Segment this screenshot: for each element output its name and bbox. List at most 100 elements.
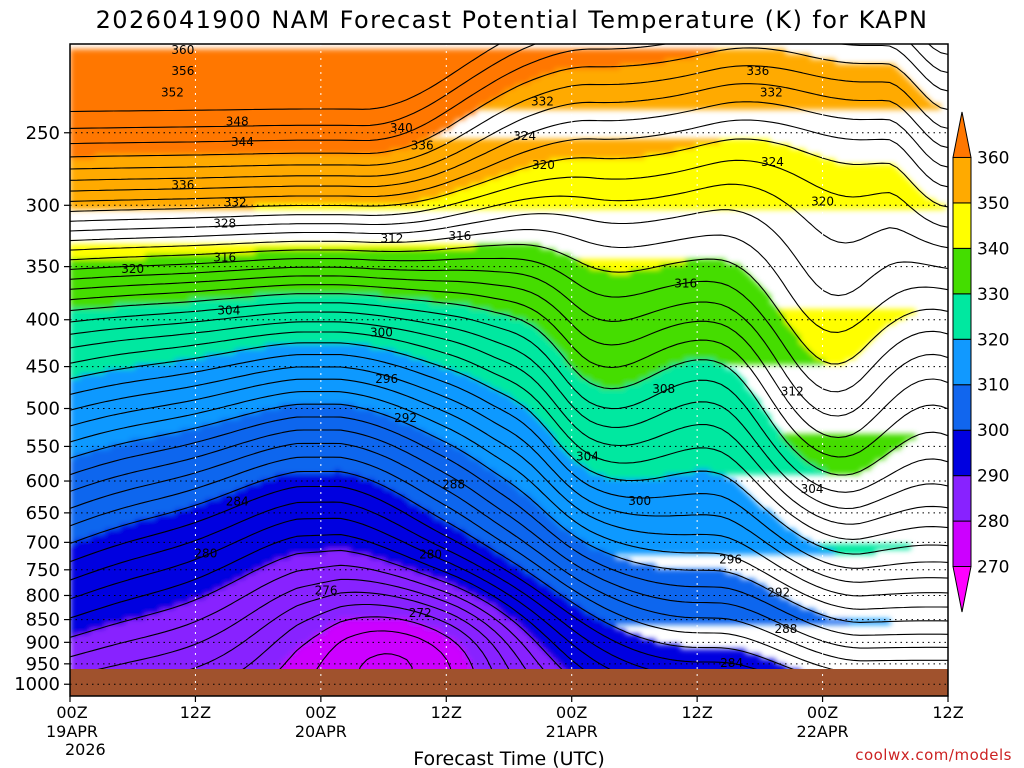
contour-label: 280 — [419, 548, 442, 562]
fill-cell — [290, 554, 371, 560]
contour-label: 332 — [760, 86, 783, 100]
fill-cell — [435, 434, 556, 440]
fill-cell — [70, 349, 236, 355]
contour-label: 280 — [194, 547, 217, 561]
fill-cell — [540, 504, 761, 510]
x-tick-label: 00Z — [807, 703, 838, 722]
fill-cell — [785, 314, 906, 320]
fill-cell — [440, 194, 926, 200]
fill-cell — [70, 614, 146, 620]
fill-cell — [720, 139, 771, 145]
fill-cell — [110, 444, 456, 450]
fill-cell — [145, 614, 506, 620]
fill-cell — [70, 629, 91, 635]
isentrope-338 — [70, 257, 948, 393]
fill-cell — [535, 499, 756, 505]
isentrope-366 — [70, 44, 948, 113]
grid — [70, 44, 948, 696]
colorbar-label: 330 — [977, 285, 1009, 305]
fill-cell — [255, 204, 946, 210]
fill-cell — [70, 609, 161, 615]
fill-cell — [70, 289, 766, 295]
fill-cell — [515, 619, 606, 625]
fill-cell — [310, 639, 456, 645]
fill-cell — [70, 524, 121, 530]
fill-cell — [540, 329, 796, 335]
fill-cell — [550, 514, 776, 520]
fill-cell — [235, 579, 446, 585]
y-tick-label: 450 — [26, 357, 60, 378]
fill-cell — [160, 609, 501, 615]
fill-cell — [520, 489, 746, 495]
contour-label: 304 — [576, 449, 599, 463]
fill-cell — [70, 79, 531, 85]
fill-cell — [70, 384, 491, 390]
fill-cell — [575, 459, 806, 465]
x-tick-label: 00Z — [556, 703, 587, 722]
fill-cell — [485, 599, 571, 605]
contour-label: 336 — [746, 64, 769, 78]
fill-cell — [675, 149, 806, 155]
colorbar-label: 280 — [977, 512, 1009, 532]
x-axis-title: Forecast Time (UTC) — [413, 748, 604, 768]
fill-cell — [70, 504, 191, 510]
fill-cell — [290, 654, 466, 660]
fill-cell — [330, 624, 426, 630]
fill-cell — [200, 424, 416, 430]
fill-cell — [455, 369, 576, 375]
fill-cell — [590, 544, 821, 550]
fill-cell — [515, 484, 741, 490]
fill-cell — [465, 654, 551, 660]
colorbar-label: 320 — [977, 330, 1009, 350]
fill-cell — [90, 449, 466, 455]
fill-cell — [135, 364, 441, 370]
fill-cell — [70, 314, 511, 320]
fill-cell — [205, 354, 411, 360]
isentrope-302 — [70, 456, 948, 674]
fill-cell — [790, 324, 886, 330]
fill-cell — [390, 149, 676, 155]
fill-cell — [410, 499, 536, 505]
isentrope-360 — [70, 47, 948, 158]
fill-cell — [445, 439, 556, 445]
fill-cell — [695, 469, 711, 475]
fill-cell — [800, 339, 871, 345]
fill-cell — [685, 259, 726, 265]
fill-cell — [70, 354, 206, 360]
fill-cell — [565, 354, 816, 360]
chart-title: 2026041900 NAM Forecast Potential Temper… — [96, 6, 929, 34]
fill-cell — [70, 344, 266, 350]
y-tick-label: 550 — [26, 436, 60, 457]
fill-cell — [595, 614, 826, 620]
fill-cell — [265, 564, 401, 570]
fill-cell — [75, 454, 471, 460]
fill-cell — [155, 514, 436, 520]
fill-cell — [715, 49, 786, 55]
contour-label: 300 — [370, 325, 393, 339]
fill-cell — [590, 264, 661, 270]
fill-cell — [260, 479, 376, 485]
fill-cell — [70, 84, 516, 90]
fill-cell — [535, 414, 771, 420]
contour-label: 320 — [811, 194, 834, 208]
fill-cell — [225, 584, 456, 590]
fill-cell — [70, 89, 506, 95]
fill-cell — [640, 379, 746, 385]
contour-label: 324 — [513, 129, 536, 143]
fill-cell — [565, 359, 686, 365]
isentrope-316 — [70, 366, 948, 583]
fill-cell — [660, 369, 736, 375]
fill-cell — [500, 389, 751, 395]
fill-cell — [70, 419, 221, 425]
fill-cell — [510, 479, 736, 485]
fill-cell — [280, 664, 471, 670]
fill-cell — [535, 574, 741, 580]
fill-cell — [70, 439, 131, 445]
fill-cell — [70, 54, 696, 60]
fill-cell — [420, 139, 721, 145]
fill-cell — [490, 384, 601, 390]
fill-cell — [645, 154, 821, 160]
fill-cell — [105, 529, 466, 535]
fill-cell — [70, 174, 501, 180]
y-tick-label: 500 — [26, 399, 60, 420]
